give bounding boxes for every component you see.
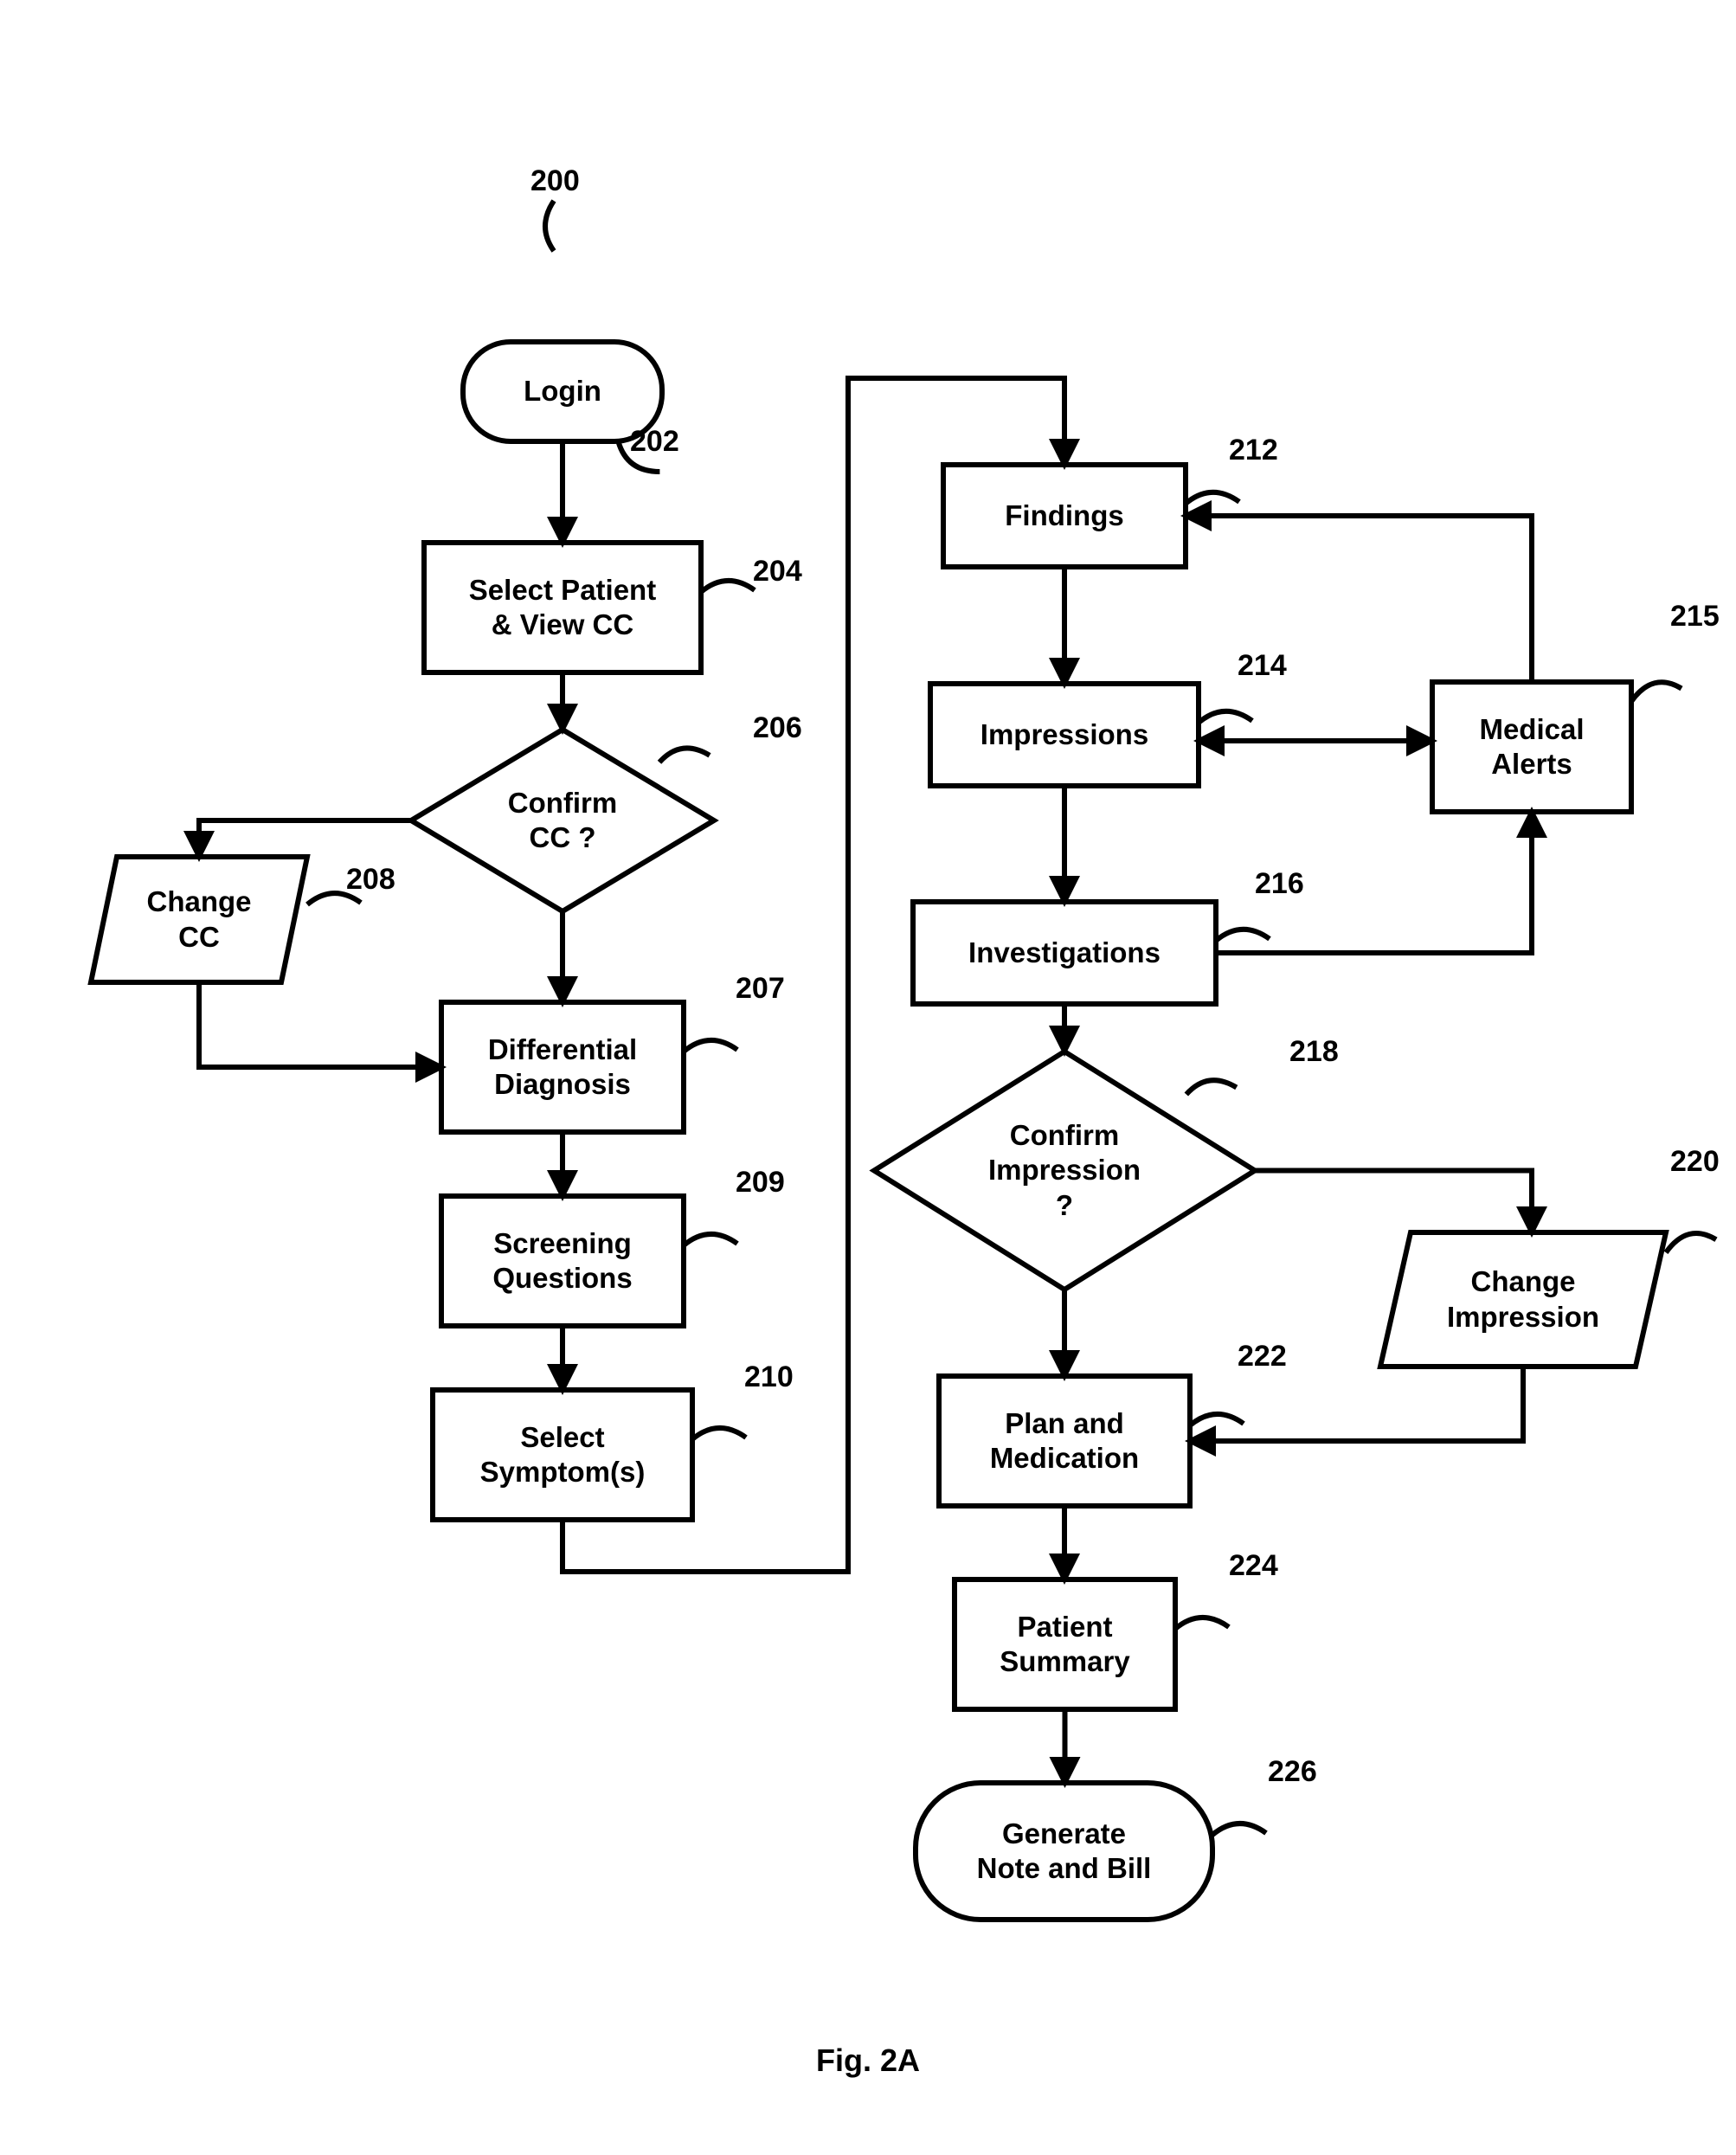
ref-212: 212 — [1229, 434, 1278, 467]
node-screening: ScreeningQuestions — [441, 1196, 684, 1326]
diagram-id-label: 200 — [530, 164, 580, 198]
node-impressions: Impressions — [930, 684, 1199, 786]
node-medical_alerts: MedicalAlerts — [1432, 682, 1631, 812]
node-findings: Findings — [943, 465, 1186, 567]
ref-226: 226 — [1268, 1755, 1317, 1789]
node-confirm_imp: ConfirmImpression? — [874, 1052, 1255, 1290]
node-confirm_cc: ConfirmCC ? — [411, 730, 714, 911]
node-patient_sum: PatientSummary — [955, 1579, 1175, 1709]
ref-206: 206 — [753, 711, 802, 745]
figure-caption: Fig. 2A — [0, 2042, 1736, 2079]
node-generate: GenerateNote and Bill — [916, 1783, 1212, 1920]
connector-layer — [0, 0, 1736, 2155]
node-diff_diag: DifferentialDiagnosis — [441, 1002, 684, 1132]
ref-218: 218 — [1289, 1035, 1339, 1069]
ref-210: 210 — [744, 1361, 794, 1394]
node-change_cc: ChangeCC — [91, 857, 307, 982]
node-investigations: Investigations — [913, 902, 1216, 1004]
ref-204: 204 — [753, 555, 802, 589]
node-select_sym: SelectSymptom(s) — [433, 1390, 692, 1520]
ref-222: 222 — [1238, 1340, 1287, 1373]
ref-202: 202 — [630, 425, 679, 459]
ref-220: 220 — [1670, 1145, 1720, 1179]
ref-209: 209 — [736, 1166, 785, 1200]
ref-216: 216 — [1255, 867, 1304, 901]
node-change_imp: ChangeImpression — [1380, 1232, 1666, 1367]
ref-224: 224 — [1229, 1549, 1278, 1583]
ref-208: 208 — [346, 863, 395, 897]
node-plan_med: Plan andMedication — [939, 1376, 1190, 1506]
node-select_patient: Select Patient& View CC — [424, 543, 701, 672]
ref-207: 207 — [736, 972, 785, 1006]
ref-214: 214 — [1238, 649, 1287, 683]
ref-215: 215 — [1670, 600, 1720, 634]
